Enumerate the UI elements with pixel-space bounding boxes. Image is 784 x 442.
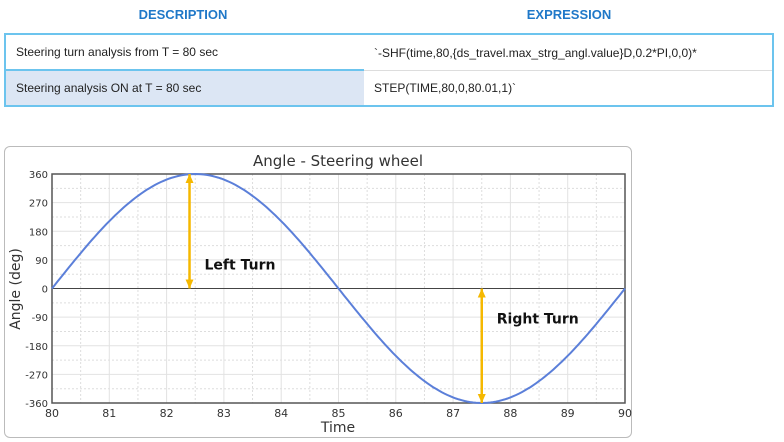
arrow-head-icon: [477, 288, 486, 298]
x-tick-label: 84: [274, 407, 288, 420]
y-tick-label: 0: [42, 285, 48, 296]
row2-description: Steering analysis ON at T = 80 sec: [6, 71, 364, 105]
y-tick-label: 90: [35, 256, 48, 267]
annotation-label: Right Turn: [497, 311, 579, 327]
x-tick-label: 86: [389, 407, 403, 420]
y-tick-label: -270: [25, 370, 48, 381]
chart-title: Angle - Steering wheel: [253, 152, 423, 170]
series-line: [51, 172, 626, 405]
y-tick-label: 360: [29, 170, 48, 181]
y-tick-label: -360: [25, 399, 48, 410]
header-description: DESCRIPTION: [138, 7, 228, 22]
x-tick-label: 83: [217, 407, 231, 420]
x-axis-label: Time: [320, 420, 355, 436]
x-tick-label: 89: [561, 407, 575, 420]
y-tick-label: 270: [29, 199, 48, 210]
x-tick-label: 85: [332, 407, 346, 420]
header-expression: EXPRESSION: [526, 7, 612, 22]
x-tick-label: 81: [102, 407, 116, 420]
annotation-label: Left Turn: [205, 257, 276, 273]
arrow-head-icon: [185, 279, 194, 289]
chart-frame: [4, 146, 632, 438]
arrow-head-icon: [185, 174, 194, 183]
row1-expression: `-SHF(time,80,{ds_travel.max_strg_angl.v…: [364, 35, 772, 71]
row2-expression: STEP(TIME,80,0,80.01,1)`: [374, 81, 517, 95]
y-tick-label: -180: [25, 342, 48, 353]
y-tick-label: -90: [32, 313, 48, 324]
x-tick-label: 90: [618, 407, 632, 420]
x-tick-label: 82: [160, 407, 174, 420]
y-tick-label: 180: [29, 227, 48, 238]
x-tick-label: 88: [503, 407, 517, 420]
arrow-head-icon: [477, 394, 486, 403]
x-tick-label: 80: [45, 407, 59, 420]
x-tick-label: 87: [446, 407, 460, 420]
y-axis-label: Angle (deg): [8, 248, 24, 330]
expression-table: Steering turn analysis from T = 80 sec `…: [4, 33, 774, 107]
row1-description: Steering turn analysis from T = 80 sec: [6, 35, 364, 71]
